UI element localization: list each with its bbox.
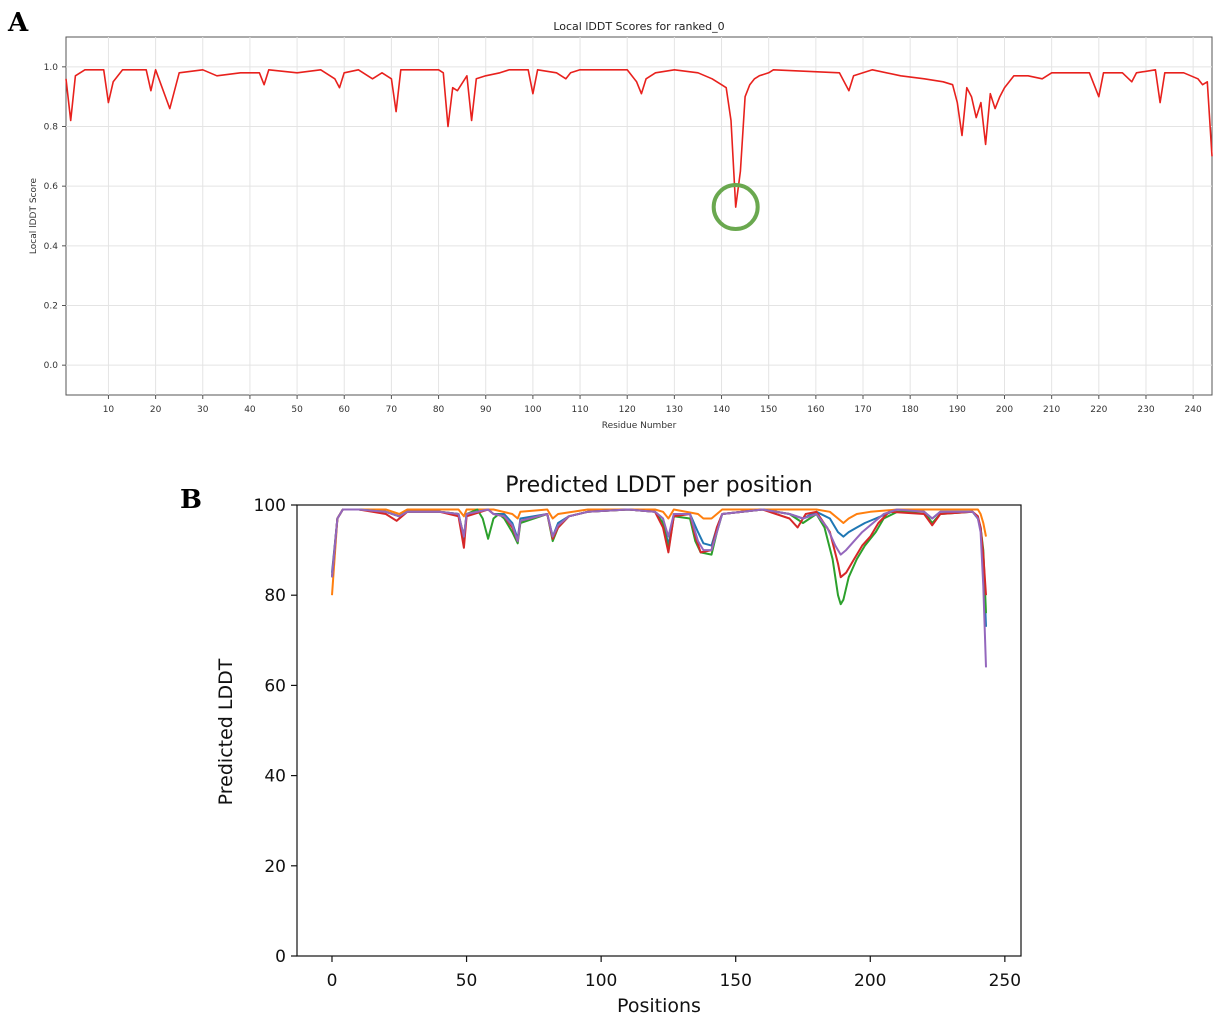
chart-a-ytick-label: 1.0	[44, 63, 59, 73]
chart-a-xtick-label: 40	[244, 405, 256, 415]
chart-a-highlight-circle	[711, 183, 760, 232]
chart-a-xtick-label: 110	[571, 405, 588, 415]
chart-a-ytick-label: 0.6	[44, 182, 59, 192]
chart-b-series-line-5	[331, 508, 987, 668]
chart-b-ytick-label: 0	[275, 947, 286, 967]
chart-a-xtick-label: 230	[1137, 405, 1154, 415]
chart-a-xlabel: Residue Number	[602, 421, 677, 431]
chart-b-ticks: 0 50 100 150 200 250 0 20 40 60 80 100	[254, 496, 1022, 991]
chart-b-xtick-label: 0	[327, 971, 338, 991]
chart-a-xtick-label: 10	[103, 405, 115, 415]
chart-a-xtick-label: 220	[1090, 405, 1107, 415]
chart-a-grid	[66, 37, 1212, 395]
chart-a-xtick-label: 140	[713, 405, 730, 415]
chart-b-xtick-label: 100	[585, 971, 617, 991]
chart-a-xtick-label: 180	[902, 405, 919, 415]
chart-a-xtick-label: 50	[291, 405, 303, 415]
chart-b-xtick-label: 150	[719, 971, 751, 991]
chart-b-xtick-label: 50	[456, 971, 478, 991]
chart-a-xtick-label: 150	[760, 405, 777, 415]
chart-a-ytick-label: 0.8	[44, 123, 59, 133]
chart-a-xtick-label: 200	[996, 405, 1013, 415]
chart-a-ytick-label: 0.2	[44, 302, 58, 312]
chart-b-series-line-3	[331, 508, 987, 614]
chart-b-xlabel: Positions	[617, 995, 701, 1017]
chart-a-xtick-label: 100	[524, 405, 541, 415]
chart-a-xtick-label: 70	[386, 405, 398, 415]
chart-a-xtick-label: 80	[433, 405, 445, 415]
chart-b-ytick-label: 80	[264, 586, 286, 606]
chart-a-xtick-label: 170	[854, 405, 871, 415]
chart-a-xtick-label: 30	[197, 405, 209, 415]
chart-b-ylabel: Predicted LDDT	[215, 658, 237, 805]
chart-a-ytick-label: 0.4	[44, 242, 59, 252]
chart-b: 0 50 100 150 200 250 0 20 40 60 80 100 Predicted LD…	[215, 473, 1022, 1017]
chart-b-ytick-label: 40	[264, 767, 286, 787]
chart-b-title: Predicted LDDT per position	[505, 473, 813, 498]
chart-a-plot-area	[65, 36, 1213, 396]
chart-a-title: Local lDDT Scores for ranked_0	[553, 20, 724, 33]
chart-a-series-line	[65, 69, 1213, 208]
chart-b-ytick-label: 60	[264, 676, 286, 696]
chart-a-xtick-label: 130	[666, 405, 683, 415]
chart-b-xtick-label: 200	[854, 971, 886, 991]
chart-b-series-line-1	[331, 508, 987, 627]
panel-b-label: B	[180, 485, 202, 515]
chart-a-xtick-label: 210	[1043, 405, 1060, 415]
chart-b-series-line-2	[331, 508, 987, 596]
panel-a-label: A	[7, 8, 29, 38]
chart-b-xtick-label: 250	[989, 971, 1021, 991]
chart-b-ytick-label: 100	[254, 496, 286, 516]
chart-a-xtick-label: 160	[807, 405, 824, 415]
chart-a-xtick-label: 240	[1185, 405, 1202, 415]
chart-a-xtick-label: 190	[949, 405, 966, 415]
chart-a-xtick-label: 60	[339, 405, 351, 415]
chart-a-ticks: 10 20 30 40 50 60 70 80 90 100 110 120 130 140 150 160 1…	[44, 63, 1202, 415]
chart-a-ylabel: Local lDDT Score	[29, 177, 39, 254]
chart-a: 10 20 30 40 50 60 70 80 90 100 110 120 130 140 150 160 1…	[29, 20, 1213, 431]
chart-a-xtick-label: 20	[150, 405, 162, 415]
chart-a-ytick-label: 0.0	[44, 361, 59, 371]
chart-b-series	[331, 508, 987, 668]
chart-a-xtick-label: 120	[619, 405, 636, 415]
chart-b-ytick-label: 20	[264, 857, 286, 877]
chart-b-series-line-4	[331, 508, 987, 596]
chart-a-xtick-label: 90	[480, 405, 492, 415]
chart-b-plot-area	[296, 504, 1022, 957]
